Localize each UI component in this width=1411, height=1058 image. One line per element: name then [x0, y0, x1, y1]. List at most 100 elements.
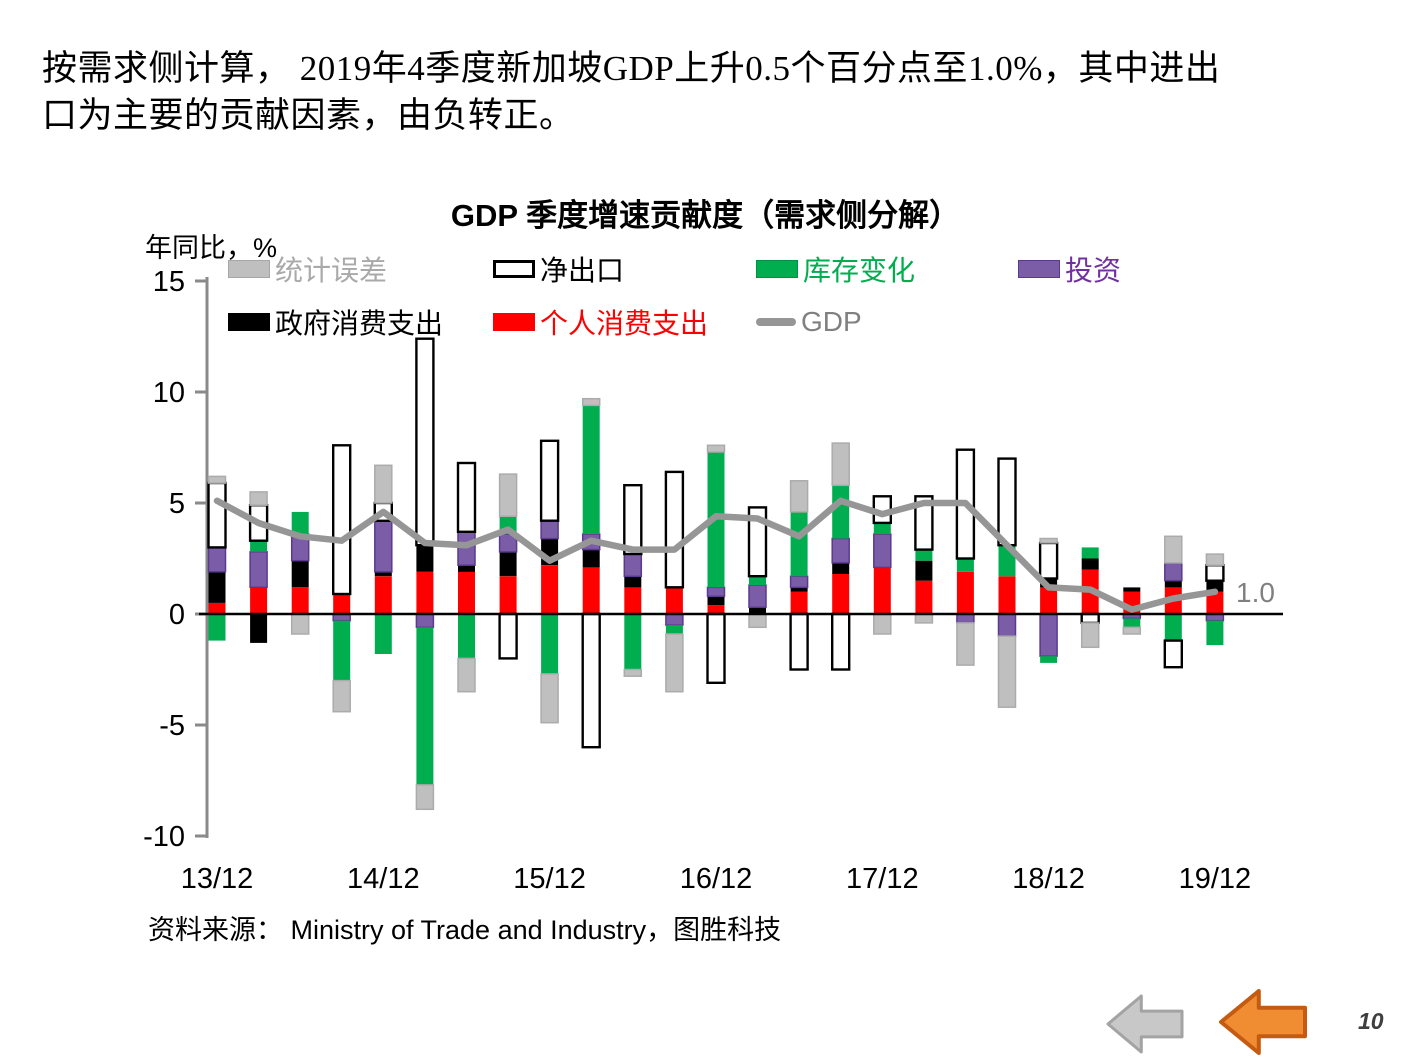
bar-inventory-change-18/06 — [956, 558, 974, 572]
bar-government-consumption-16/03 — [582, 549, 600, 568]
bar-statistical-error-16/03 — [581, 397, 601, 407]
bar-inventory-change-18/03 — [915, 549, 933, 561]
bar-statistical-error-15/03 — [415, 784, 435, 811]
bar-statistical-error-14/03 — [249, 491, 268, 506]
bar-statistical-error-18/06 — [956, 622, 975, 666]
y-tick-label: -5 — [159, 710, 185, 742]
bar-net-exports-15/09 — [498, 612, 518, 660]
bar-statistical-error-18/12 — [1039, 537, 1058, 544]
bar-statistical-error-16/09 — [665, 633, 684, 693]
bar-inventory-change-19/09 — [1164, 614, 1182, 641]
bar-personal-consumption-14/09 — [333, 594, 351, 614]
bar-personal-consumption-17/06 — [790, 591, 808, 614]
bar-net-exports-17/06 — [789, 612, 809, 671]
bar-personal-consumption-18/12 — [1040, 587, 1058, 614]
legend-item-investment: 投资 — [1018, 252, 1121, 286]
bar-net-exports-18/09 — [997, 457, 1017, 547]
bar-statistical-error-19/09 — [1164, 535, 1183, 564]
bar-inventory-change-14/06 — [291, 511, 309, 535]
bar-personal-consumption-15/06 — [458, 571, 475, 614]
bar-government-consumption-17/09 — [832, 562, 850, 574]
bar-government-consumption-15/09 — [499, 551, 517, 577]
investment-swatch — [1018, 260, 1060, 278]
bar-statistical-error-19/06 — [1122, 626, 1142, 635]
bar-investment-18/06 — [956, 613, 975, 624]
bar-government-consumption-19/06 — [1123, 587, 1141, 592]
x-tick-label: 18/12 — [1012, 863, 1085, 895]
x-tick-label: 14/12 — [347, 863, 420, 895]
legend-label-government-consumption: 政府消费支出 — [275, 308, 444, 339]
bar-government-consumption-19/09 — [1164, 580, 1182, 588]
bar-government-consumption-15/06 — [458, 565, 475, 572]
bar-investment-15/03 — [415, 613, 435, 629]
bar-inventory-change-14/03 — [250, 540, 268, 552]
bar-personal-consumption-14/03 — [250, 587, 268, 614]
bar-government-consumption-13/12 — [208, 571, 226, 603]
bar-inventory-change-17/12 — [873, 523, 891, 535]
x-tick-label: 13/12 — [181, 863, 254, 895]
y-tick-label: 10 — [153, 377, 185, 409]
bar-personal-consumption-16/12 — [707, 605, 725, 614]
y-tick-label: 5 — [169, 488, 185, 520]
bar-statistical-error-19/03 — [1080, 622, 1100, 649]
legend-item-inventory-change: 库存变化 — [756, 252, 915, 286]
bar-statistical-error-14/12 — [374, 464, 393, 504]
bar-personal-consumption-16/03 — [582, 567, 600, 614]
bar-statistical-error-18/03 — [914, 613, 934, 624]
bar-net-exports-15/06 — [456, 461, 477, 534]
bar-inventory-change-19/03 — [1081, 547, 1099, 559]
bar-personal-consumption-18/06 — [956, 571, 974, 614]
back-arrow-gray[interactable] — [1106, 994, 1184, 1054]
bar-statistical-error-13/12 — [207, 475, 227, 484]
legend-item-government-consumption: 政府消费支出 — [228, 305, 443, 339]
bar-statistical-error-19/12 — [1205, 553, 1225, 566]
bar-net-exports-16/06 — [623, 484, 643, 556]
inventory-change-swatch — [756, 260, 798, 278]
bar-government-consumption-19/12 — [1206, 580, 1224, 592]
back-arrow-orange[interactable] — [1219, 989, 1307, 1055]
bar-inventory-change-16/06 — [624, 614, 642, 670]
bar-personal-consumption-19/12 — [1206, 591, 1224, 614]
bar-statistical-error-17/09 — [831, 442, 850, 487]
x-tick-label: 16/12 — [680, 863, 753, 895]
y-tick-label: 15 — [153, 266, 185, 298]
bar-inventory-change-16/03 — [582, 405, 600, 535]
bar-government-consumption-14/03 — [250, 614, 268, 643]
gdp-line — [213, 497, 1219, 613]
bar-net-exports-13/12 — [207, 481, 227, 549]
bar-personal-consumption-14/06 — [291, 587, 309, 614]
bar-inventory-change-17/03 — [749, 576, 766, 586]
x-tick-label: 15/12 — [513, 863, 586, 895]
bar-investment-17/03 — [748, 584, 767, 609]
chart-title: GDP 季度增速贡献度（需求侧分解） — [450, 198, 961, 233]
bar-statistical-error-14/09 — [332, 679, 351, 713]
legend-label-gdp: GDP — [801, 306, 862, 337]
bar-inventory-change-14/12 — [374, 614, 392, 654]
bar-inventory-change-13/12 — [208, 614, 226, 641]
source-text: 资料来源： Ministry of Trade and Industry，图胜科… — [148, 915, 782, 945]
bar-net-exports-19/12 — [1205, 564, 1225, 582]
bar-personal-consumption-16/09 — [665, 587, 683, 614]
bar-inventory-change-18/12 — [1040, 656, 1058, 663]
bar-investment-13/12 — [207, 546, 227, 573]
bar-net-exports-17/03 — [747, 506, 768, 578]
bar-statistical-error-15/12 — [540, 673, 559, 724]
header-line-2: 口为主要的贡献因素，由负转正。 — [42, 95, 575, 135]
statistical-error-swatch — [228, 260, 270, 278]
bar-government-consumption-14/06 — [291, 560, 309, 588]
bar-personal-consumption-18/09 — [998, 576, 1016, 614]
bar-net-exports-14/09 — [332, 444, 352, 596]
bar-statistical-error-17/12 — [873, 613, 892, 635]
bar-investment-16/06 — [623, 553, 643, 578]
bar-inventory-change-15/03 — [416, 627, 434, 785]
bar-personal-consumption-18/03 — [915, 580, 933, 614]
bar-investment-17/06 — [789, 575, 809, 589]
bar-investment-18/09 — [997, 613, 1017, 637]
legend-label-inventory-change: 库存变化 — [803, 255, 916, 286]
government-consumption-swatch — [228, 313, 270, 331]
net-exports-swatch — [493, 260, 535, 278]
bar-government-consumption-17/06 — [790, 587, 808, 592]
bar-net-exports-15/12 — [539, 439, 560, 522]
bar-net-exports-17/09 — [831, 612, 851, 671]
